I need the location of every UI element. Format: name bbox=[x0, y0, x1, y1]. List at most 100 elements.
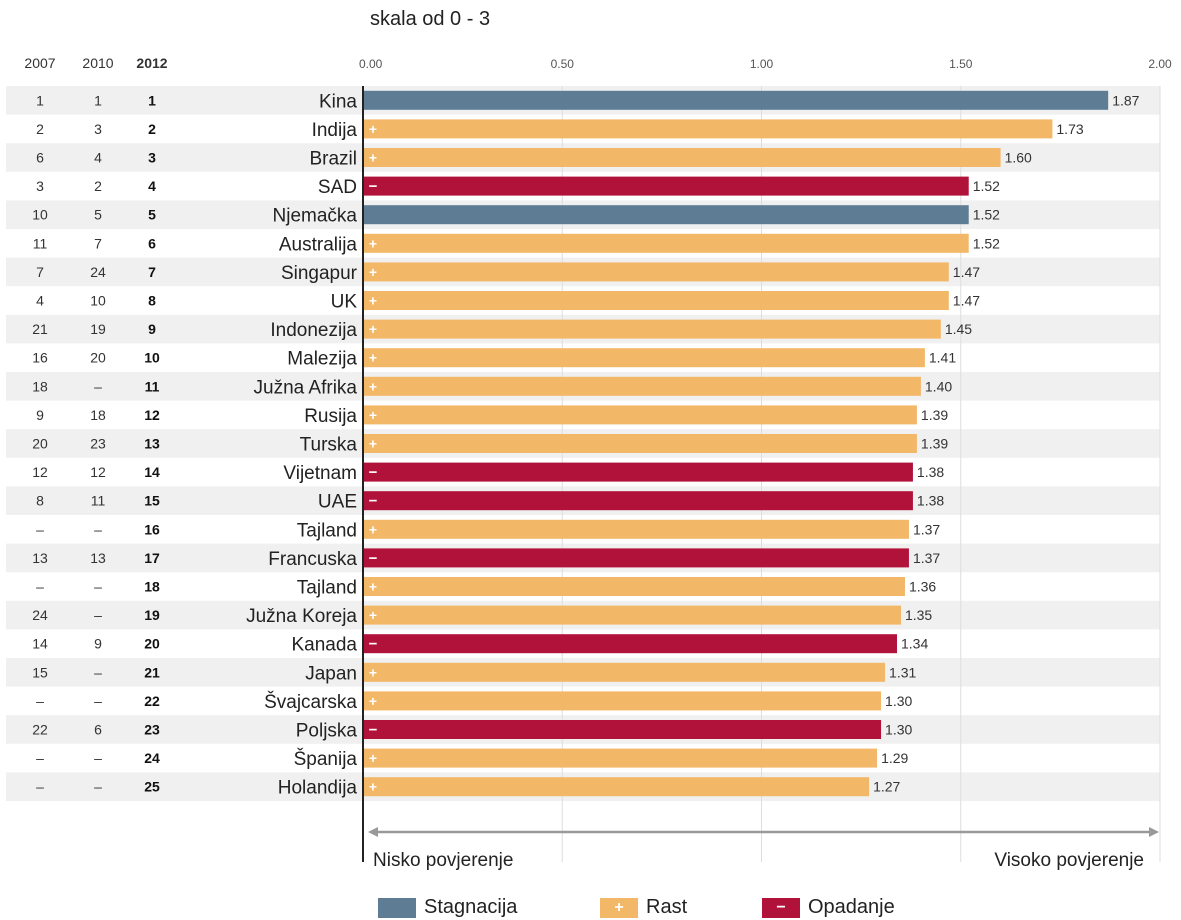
data-label: 1.41 bbox=[929, 350, 956, 366]
rank-2007: 16 bbox=[32, 350, 48, 366]
bar-trend-symbol: − bbox=[369, 493, 378, 510]
data-label: 1.45 bbox=[945, 321, 972, 337]
data-label: 1.37 bbox=[913, 550, 940, 566]
bar-trend-symbol: + bbox=[369, 121, 377, 137]
bar bbox=[363, 634, 897, 654]
rank-2007: 22 bbox=[32, 722, 48, 738]
rank-2012: 17 bbox=[144, 550, 160, 566]
rank-2010: 2 bbox=[94, 178, 102, 194]
rank-2007: 18 bbox=[32, 378, 48, 394]
rank-2010: 20 bbox=[90, 350, 106, 366]
data-label: 1.31 bbox=[889, 664, 916, 680]
bar-trend-symbol: − bbox=[369, 722, 378, 739]
rank-2010: 10 bbox=[90, 293, 106, 309]
country-label: Malezija bbox=[287, 349, 357, 370]
rank-2010: 12 bbox=[90, 464, 106, 480]
data-label: 1.29 bbox=[881, 750, 908, 766]
country-label: Holandija bbox=[278, 778, 358, 799]
bar-trend-symbol: + bbox=[369, 235, 377, 251]
rank-header-2012: 2012 bbox=[136, 55, 167, 71]
rank-2007: 1 bbox=[36, 92, 44, 108]
country-label: Kanada bbox=[291, 635, 357, 656]
axis-low-label: Nisko povjerenje bbox=[373, 850, 513, 871]
rank-2012: 12 bbox=[144, 407, 160, 423]
rank-2007: – bbox=[36, 693, 44, 709]
x-tick-label: 1.50 bbox=[949, 57, 973, 71]
bar-trend-symbol: + bbox=[369, 378, 377, 394]
data-label: 1.87 bbox=[1112, 92, 1139, 108]
rank-2012: 11 bbox=[145, 378, 160, 394]
rank-2010: 11 bbox=[91, 493, 106, 509]
bar-trend-symbol: + bbox=[369, 150, 377, 166]
rank-2012: 8 bbox=[148, 293, 156, 309]
data-label: 1.36 bbox=[909, 579, 936, 595]
legend-swatch-opadanje: − bbox=[762, 897, 800, 918]
rank-2012: 5 bbox=[148, 207, 156, 223]
legend-item-rast: + Rast bbox=[600, 896, 687, 919]
bar-trend-symbol: − bbox=[369, 464, 378, 481]
bar-trend-symbol: + bbox=[369, 521, 377, 537]
bar bbox=[363, 662, 886, 682]
rank-2012: 22 bbox=[144, 693, 160, 709]
bar bbox=[363, 720, 882, 739]
bar-trend-symbol: − bbox=[369, 550, 378, 567]
rank-2010: 9 bbox=[94, 636, 102, 652]
country-label: Južna Koreja bbox=[246, 606, 357, 627]
bar bbox=[363, 233, 969, 253]
rank-2007: 3 bbox=[36, 178, 44, 194]
bar-trend-symbol: + bbox=[369, 407, 377, 423]
country-label: UK bbox=[331, 292, 358, 313]
legend-label-opadanje: Opadanje bbox=[808, 896, 895, 918]
rank-2007: – bbox=[36, 750, 44, 766]
legend-swatch-rast: + bbox=[600, 897, 638, 918]
rank-2010: 18 bbox=[90, 407, 106, 423]
data-label: 1.52 bbox=[973, 235, 1000, 251]
bar bbox=[363, 262, 949, 282]
rank-2012: 13 bbox=[144, 436, 160, 452]
country-label: Australija bbox=[279, 234, 358, 255]
legend-item-stagnacija: Stagnacija bbox=[378, 896, 517, 919]
data-label: 1.38 bbox=[917, 493, 944, 509]
rank-2012: 9 bbox=[148, 321, 156, 337]
rank-2012: 23 bbox=[144, 722, 160, 738]
country-label: Indonezija bbox=[270, 320, 357, 341]
rank-2007: 15 bbox=[32, 664, 48, 680]
rank-2010: 1 bbox=[94, 92, 102, 108]
country-label: Poljska bbox=[296, 721, 358, 742]
bar bbox=[363, 291, 949, 310]
x-tick-label: 2.00 bbox=[1148, 57, 1172, 71]
country-label: Vijetnam bbox=[283, 463, 357, 484]
rank-2012: 7 bbox=[148, 264, 156, 280]
rank-2007: – bbox=[36, 779, 44, 795]
rank-2012: 15 bbox=[144, 493, 160, 509]
bar-trend-symbol: + bbox=[369, 579, 377, 595]
rank-2012: 24 bbox=[144, 750, 160, 766]
legend-item-opadanje: − Opadanje bbox=[762, 896, 895, 919]
rank-2007: 8 bbox=[36, 493, 44, 509]
data-label: 1.47 bbox=[953, 293, 980, 309]
bar-trend-symbol: + bbox=[369, 607, 377, 623]
bar bbox=[363, 462, 913, 482]
legend-swatch-stagnacija bbox=[378, 897, 416, 918]
data-label: 1.30 bbox=[885, 693, 912, 709]
rank-2010: 23 bbox=[90, 436, 106, 452]
rank-2007: 6 bbox=[36, 150, 44, 166]
country-label: Turska bbox=[300, 435, 358, 456]
data-label: 1.39 bbox=[921, 436, 948, 452]
bar-trend-symbol: − bbox=[369, 636, 378, 653]
rank-2010: – bbox=[94, 607, 102, 623]
bar bbox=[363, 119, 1053, 139]
data-label: 1.60 bbox=[1005, 150, 1032, 166]
scale-subtitle: skala od 0 - 3 bbox=[370, 8, 491, 30]
rank-2010: – bbox=[94, 779, 102, 795]
bar-trend-symbol: + bbox=[369, 293, 377, 309]
bar bbox=[363, 319, 941, 339]
arrow-head-right bbox=[1149, 827, 1159, 837]
rank-header-2007: 2007 bbox=[24, 55, 55, 71]
country-label: Francuska bbox=[268, 549, 357, 570]
bar-trend-symbol: − bbox=[369, 178, 378, 195]
rank-2012: 19 bbox=[144, 607, 160, 623]
data-label: 1.30 bbox=[885, 722, 912, 738]
country-label: Rusija bbox=[304, 406, 357, 427]
